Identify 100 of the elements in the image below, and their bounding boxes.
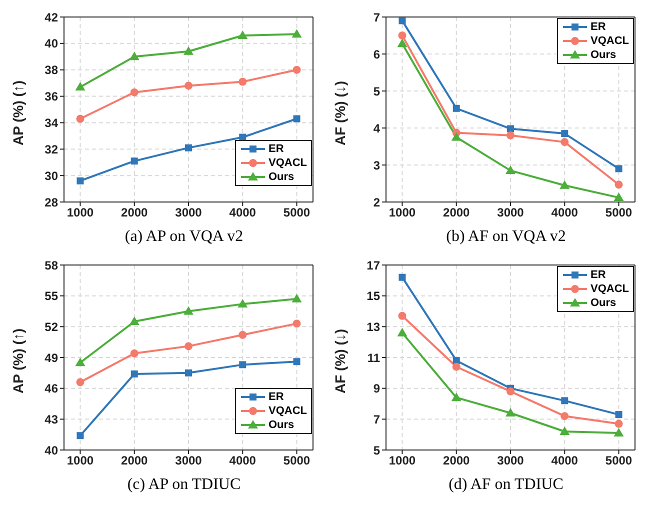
y-tick-label: 2: [373, 195, 380, 210]
x-tick-label: 5000: [605, 454, 632, 468]
legend-label: Ours: [590, 296, 616, 310]
x-axis-title: (c) AP on TDIUC: [126, 476, 242, 495]
x-tick-label: 1000: [66, 206, 94, 220]
y-tick-label: 7: [373, 10, 380, 24]
point: [561, 130, 568, 138]
legend-label: ER: [268, 390, 284, 404]
x-tick-label: 2000: [443, 206, 470, 220]
x-tick-label: 1000: [388, 454, 416, 468]
x-tick-label: 2000: [121, 206, 148, 220]
point: [239, 361, 246, 368]
point: [560, 412, 569, 420]
legend-label: Ours: [268, 418, 294, 432]
legend-label: ER: [268, 142, 284, 156]
x-tick-label: 4000: [229, 206, 256, 220]
point: [292, 29, 302, 38]
point: [184, 82, 192, 90]
point: [398, 17, 406, 24]
y-tick-label: 46: [44, 382, 58, 396]
y-tick-label: 52: [44, 320, 58, 334]
legend-label: VQACL: [590, 34, 629, 48]
x-tick-label: 4000: [551, 206, 578, 220]
point: [129, 52, 140, 60]
point: [506, 131, 514, 140]
x-tick-label: 4000: [229, 454, 256, 468]
y-tick-label: 28: [44, 195, 58, 210]
legend-label: VQACL: [590, 282, 629, 296]
point: [76, 177, 84, 184]
point: [560, 426, 570, 435]
y-tick-label: 4: [373, 121, 380, 136]
point: [506, 408, 516, 416]
point: [76, 378, 84, 386]
point: [560, 138, 569, 146]
y-tick-label: 7: [373, 412, 380, 426]
point: [75, 82, 86, 91]
point: [506, 387, 514, 396]
y-tick-label: 55: [44, 289, 58, 304]
y-tick-label: 38: [44, 63, 58, 78]
point: [507, 125, 514, 132]
y-tick-label: 9: [373, 382, 380, 396]
point: [398, 32, 406, 40]
point: [292, 66, 301, 74]
point: [451, 132, 462, 141]
point: [452, 362, 460, 371]
point: [130, 349, 138, 358]
point: [293, 115, 300, 122]
y-tick-label: 11: [367, 350, 380, 365]
point: [129, 316, 140, 326]
y-tick-label: 13: [366, 320, 380, 334]
point: [614, 180, 623, 189]
point: [76, 432, 84, 440]
x-tick-label: 2000: [443, 454, 470, 468]
point: [184, 46, 194, 55]
x-tick-label: 5000: [605, 206, 632, 220]
x-tick-label: 3000: [175, 454, 202, 468]
legend-label: VQACL: [268, 156, 307, 170]
point: [614, 192, 624, 202]
y-axis-title: AF (%) (↓): [332, 328, 348, 394]
point: [615, 165, 622, 172]
x-tick-label: 1000: [66, 454, 94, 468]
y-tick-label: 42: [44, 10, 58, 24]
y-tick-label: 15: [366, 289, 380, 304]
legend-label: ER: [590, 268, 606, 282]
point: [451, 392, 462, 402]
point: [75, 358, 86, 366]
x-tick-label: 3000: [497, 454, 524, 468]
point: [293, 358, 300, 366]
x-tick-label: 4000: [551, 454, 578, 468]
y-axis-title: AF (%) (↓): [332, 80, 348, 146]
point: [238, 30, 248, 39]
point: [292, 320, 301, 328]
x-axis-title: (b) AF on VQA v2: [445, 228, 567, 247]
legend-label: Ours: [268, 170, 294, 184]
point: [506, 166, 516, 174]
point: [184, 342, 192, 350]
point: [452, 357, 460, 364]
y-tick-label: 30: [44, 168, 58, 183]
point: [130, 370, 138, 378]
point: [238, 78, 247, 86]
x-tick-label: 5000: [283, 454, 310, 468]
x-tick-label: 1000: [388, 206, 416, 220]
point: [76, 114, 84, 123]
point: [130, 158, 138, 165]
point: [292, 294, 302, 302]
point: [398, 274, 406, 281]
y-tick-label: 17: [366, 258, 380, 272]
y-tick-label: 6: [373, 47, 380, 62]
x-axis-title: (d) AF on TDIUC: [448, 476, 564, 495]
point: [560, 180, 570, 189]
y-tick-label: 36: [44, 90, 58, 104]
y-tick-label: 5: [373, 84, 380, 98]
legend-label: Ours: [590, 48, 616, 62]
point: [614, 428, 624, 437]
x-tick-label: 2000: [121, 454, 148, 468]
point: [397, 328, 408, 336]
point: [398, 312, 406, 320]
point: [185, 144, 192, 152]
point: [615, 411, 622, 418]
legend-label: ER: [590, 20, 606, 34]
